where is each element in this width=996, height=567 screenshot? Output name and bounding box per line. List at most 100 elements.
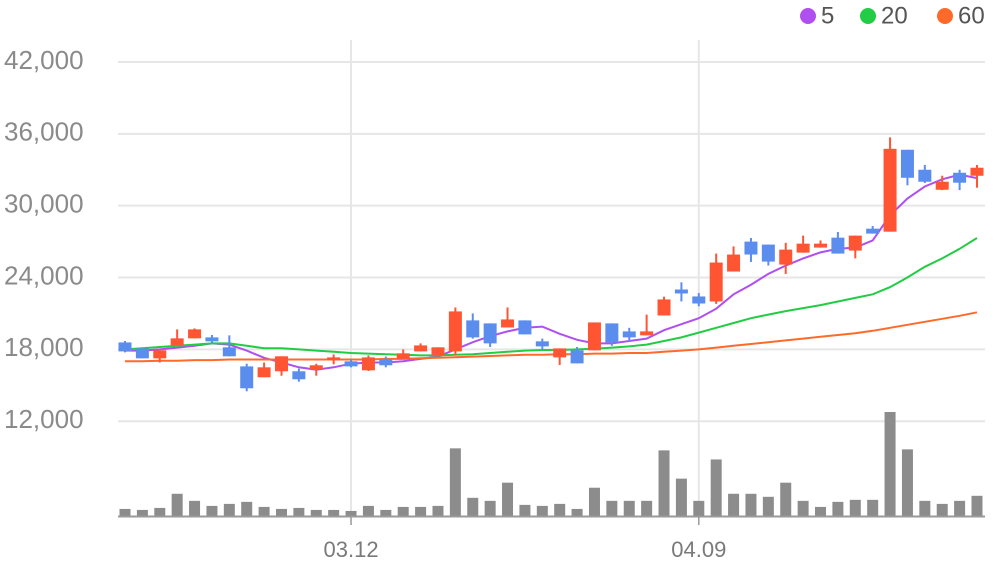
volume-bar [502, 482, 514, 516]
volume-bar [675, 478, 687, 516]
candle-body [257, 367, 271, 378]
volume-bar [693, 500, 705, 516]
volume-bar [571, 508, 583, 516]
candle-body [674, 289, 688, 294]
candle-body [448, 311, 462, 352]
candle-body [431, 347, 445, 356]
volume-bar [728, 493, 740, 516]
candle-body [222, 347, 236, 357]
volume-bar [397, 506, 409, 516]
volume-bar [432, 505, 444, 516]
candle-body [205, 337, 219, 342]
volume-bar [258, 506, 270, 516]
volume-bar [449, 448, 461, 516]
volume-bar [867, 499, 879, 516]
candle-body [153, 350, 167, 359]
candle-body [553, 348, 567, 358]
volume-bar [554, 503, 566, 516]
legend-label: 60 [958, 2, 985, 29]
volume-bar [954, 500, 966, 516]
volume-bar [936, 503, 948, 516]
candle-body [344, 361, 358, 367]
candle-body [414, 345, 428, 352]
volume-bar [849, 499, 861, 516]
volume-bar [832, 501, 844, 516]
candle-body [605, 323, 619, 343]
candle-body [657, 299, 671, 316]
candle-body [796, 243, 810, 253]
candle-body [274, 356, 288, 372]
y-tick-label: 24,000 [4, 260, 84, 290]
candle-body [240, 366, 254, 389]
candle-body [118, 342, 132, 352]
candle-body [953, 172, 967, 183]
candle-body [970, 167, 984, 176]
volume-bar [415, 506, 427, 516]
candle-body [466, 320, 480, 338]
candle-body [570, 350, 584, 364]
volume-bar [815, 506, 827, 516]
volume-bar [884, 412, 896, 516]
candle-body [327, 357, 341, 361]
candle-body [535, 341, 549, 347]
y-tick-label: 36,000 [4, 117, 84, 147]
candle-body [361, 357, 375, 371]
volume-bar [223, 503, 235, 516]
candle-body [170, 338, 184, 346]
candle-body [587, 322, 601, 351]
candle-body [883, 148, 897, 232]
candle-body [900, 149, 914, 178]
volume-bar [762, 496, 774, 516]
candle-body [309, 365, 323, 370]
volume-bar [362, 505, 374, 516]
volume-bar [519, 504, 531, 516]
x-tick-label: 04.09 [671, 537, 726, 562]
candle-body [814, 243, 828, 248]
volume-bar [623, 500, 635, 516]
volume-bar [328, 509, 340, 516]
volume-bar [710, 459, 722, 516]
candle-body [640, 331, 654, 336]
candle-body [831, 237, 845, 254]
ma-line [124, 237, 978, 357]
candle-body [188, 329, 202, 339]
candle-body [744, 241, 758, 255]
volume-bar [919, 500, 931, 516]
candle-body [779, 249, 793, 265]
x-tick-label: 03.12 [324, 537, 379, 562]
legend-swatch [937, 8, 953, 24]
volume-bar [745, 493, 757, 516]
ma-line [125, 311, 978, 363]
volume-bar [780, 482, 792, 516]
candle-body [501, 319, 515, 328]
volume-bar [484, 500, 496, 516]
volume-bar [171, 493, 183, 516]
candle-body [918, 169, 932, 182]
candle-body [709, 262, 723, 302]
legend-label: 5 [821, 2, 834, 29]
y-tick-label: 30,000 [4, 189, 84, 219]
ma-line [125, 173, 978, 371]
volume-bar [658, 450, 670, 516]
volume-bar [136, 509, 148, 516]
volume-bar [310, 509, 322, 516]
volume-bar [189, 500, 201, 516]
volume-bar [641, 500, 653, 516]
candle-body [727, 254, 741, 272]
legend-label: 20 [881, 2, 908, 29]
candle-body [848, 235, 862, 251]
volume-bar [275, 508, 287, 516]
volume-bar [536, 505, 548, 516]
volume-bar [345, 510, 357, 516]
volume-bar [293, 507, 305, 516]
y-tick-label: 42,000 [4, 45, 84, 75]
candle-body [135, 348, 149, 359]
volume-bar [797, 500, 809, 516]
volume-bar [606, 500, 618, 516]
candle-body [379, 359, 393, 366]
volume-bar [119, 508, 131, 516]
y-tick-label: 18,000 [4, 332, 84, 362]
volume-bar [154, 507, 166, 516]
volume-bar [206, 505, 218, 516]
